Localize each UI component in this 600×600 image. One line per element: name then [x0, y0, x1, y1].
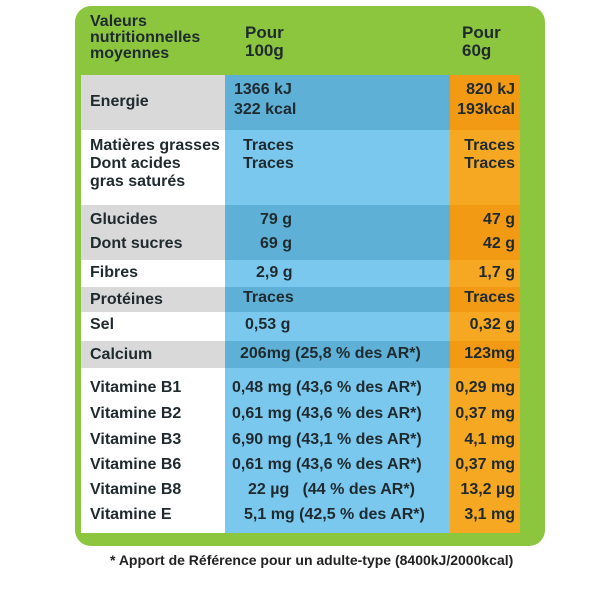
- row-label-energie: Energie: [90, 93, 149, 110]
- value-100g-vitamine-e: 5,1 mg (42,5 % des AR*): [244, 506, 425, 523]
- header-line: Valeurs: [90, 13, 147, 30]
- header-line: moyennes: [90, 45, 170, 62]
- value-60g-vitamine-b8: 13,2 µg: [460, 481, 515, 498]
- value-100g-vitamine-b6: 0,61 mg (43,6 % des AR*): [232, 456, 422, 473]
- value-60g-sel: 0,32 g: [469, 316, 515, 333]
- value-60g-glucides: 47 g: [482, 211, 515, 228]
- row-band-energie: [81, 75, 520, 130]
- value-60g-acides-gras: Traces: [464, 155, 515, 172]
- value-60g-kcal: 193kcal: [457, 101, 515, 118]
- value-100g-acides-gras: Traces: [243, 155, 294, 172]
- row-label-gras-satures: gras saturés: [90, 173, 186, 190]
- value-100g-sel: 0,53 g: [245, 316, 291, 333]
- value-60g-kj: 820 kJ: [466, 81, 515, 98]
- header-line: Pour: [462, 23, 501, 42]
- row-band-calcium: [81, 341, 520, 368]
- header-line: Pour: [245, 23, 284, 42]
- row-label-dont-sucres: Dont sucres: [90, 235, 183, 252]
- row-label-vitamine-b6: Vitamine B6: [90, 456, 182, 473]
- row-label-matieres-grasses: Matières grasses: [90, 137, 220, 154]
- row-band-glucides: [81, 205, 520, 260]
- row-label-fibres: Fibres: [90, 264, 139, 281]
- row-label-vitamine-b1: Vitamine B1: [90, 379, 182, 396]
- value-60g-vitamine-b2: 0,37 mg: [455, 405, 515, 422]
- value-100g-vitamine-b2: 0,61 mg (43,6 % des AR*): [232, 405, 422, 422]
- value-100g-vitamine-b1: 0,48 mg (43,6 % des AR*): [232, 379, 422, 396]
- value-60g-proteines: Traces: [464, 289, 515, 306]
- value-60g-vitamine-b1: 0,29 mg: [455, 379, 515, 396]
- value-100g-kj: 1366 kJ: [234, 81, 292, 98]
- value-100g-glucides: 79 g: [260, 211, 293, 228]
- value-100g-vitamine-b3: 6,90 mg (43,1 % des AR*): [232, 431, 422, 448]
- row-label-sel: Sel: [90, 316, 115, 333]
- value-60g-vitamine-b6: 0,37 mg: [455, 456, 515, 473]
- header-line: nutritionnelles: [90, 29, 201, 46]
- value-60g-vitamine-e: 3,1 mg: [464, 506, 515, 523]
- header-line: 60g: [462, 41, 492, 60]
- value-60g-vitamine-b3: 4,1 mg: [464, 431, 515, 448]
- header-per-100g: Pour 100g: [245, 24, 284, 60]
- row-label-vitamine-b2: Vitamine B2: [90, 405, 182, 422]
- value-100g-sucres: 69 g: [260, 235, 293, 252]
- row-label-vitamine-b3: Vitamine B3: [90, 431, 182, 448]
- row-label-vitamine-b8: Vitamine B8: [90, 481, 182, 498]
- row-label-vitamine-e: Vitamine E: [90, 506, 172, 523]
- row-label-dont-acides: Dont acides: [90, 155, 181, 172]
- value-60g-calcium: 123mg: [464, 345, 515, 362]
- value-100g-proteines: Traces: [243, 289, 294, 306]
- row-band-proteines: [81, 287, 520, 312]
- value-100g-calcium: 206mg (25,8 % des AR*): [240, 345, 421, 362]
- row-label-calcium: Calcium: [90, 346, 153, 363]
- value-60g-sucres: 42 g: [482, 235, 515, 252]
- value-100g-kcal: 322 kcal: [234, 101, 297, 118]
- footnote: * Apport de Référence pour un adulte-typ…: [110, 552, 514, 568]
- row-label-glucides: Glucides: [90, 211, 158, 228]
- value-60g-matieres-grasses: Traces: [464, 137, 515, 154]
- value-60g-fibres: 1,7 g: [478, 264, 515, 281]
- value-100g-vitamine-b8: 22 µg (44 % des AR*): [248, 481, 415, 498]
- value-100g-matieres-grasses: Traces: [243, 137, 294, 154]
- value-100g-fibres: 2,9 g: [256, 264, 293, 281]
- header-per-60g: Pour 60g: [462, 24, 501, 60]
- header-values-label: Valeurs nutritionnelles moyennes: [90, 14, 200, 62]
- row-label-proteines: Protéines: [90, 291, 163, 308]
- header-line: 100g: [245, 41, 284, 60]
